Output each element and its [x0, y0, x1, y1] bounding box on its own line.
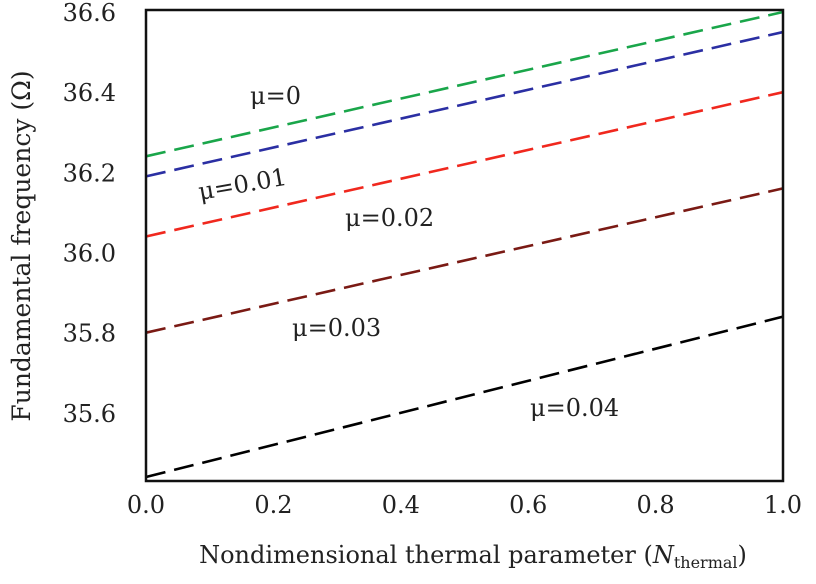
plot-frame [144, 8, 785, 483]
series-line-2 [145, 90, 784, 238]
y-tick-label: 36.2 [63, 159, 116, 187]
x-axis-ticks: 0.0 0.2 0.4 0.6 0.8 1.0 [127, 491, 802, 519]
y-tick-label: 35.8 [63, 320, 116, 348]
y-tick-label: 36.6 [63, 0, 116, 27]
series-labels: μ=0 μ=0.01 μ=0.02 μ=0.03 μ=0.04 [196, 82, 619, 422]
x-tick-label: 0.2 [254, 491, 292, 519]
series-label-2: μ=0.02 [345, 204, 434, 232]
x-tick-label: 0.6 [509, 491, 547, 519]
y-axis-label: Fundamental frequency (Ω) [7, 70, 36, 421]
series-label-0: μ=0 [250, 82, 301, 110]
series-line-3 [145, 187, 784, 334]
series-line-1 [145, 30, 784, 178]
x-tick-label: 1.0 [764, 491, 802, 519]
series-line-0 [145, 10, 784, 158]
y-tick-label: 36.0 [63, 240, 116, 268]
series-label-4: μ=0.04 [530, 394, 619, 422]
x-tick-label: 0.4 [382, 491, 420, 519]
y-tick-label: 35.6 [63, 400, 116, 428]
x-axis-label: Nondimensional thermal parameter (Ntherm… [199, 541, 747, 572]
x-tick-label: 0.8 [637, 491, 675, 519]
y-axis-ticks: 35.6 35.8 36.0 36.2 36.4 36.6 [63, 0, 116, 428]
series-lines [145, 10, 784, 479]
series-label-1: μ=0.01 [196, 163, 289, 206]
series-line-4 [145, 315, 784, 479]
series-label-3: μ=0.03 [292, 314, 381, 342]
y-tick-label: 36.4 [63, 79, 116, 107]
x-tick-label: 0.0 [127, 491, 165, 519]
